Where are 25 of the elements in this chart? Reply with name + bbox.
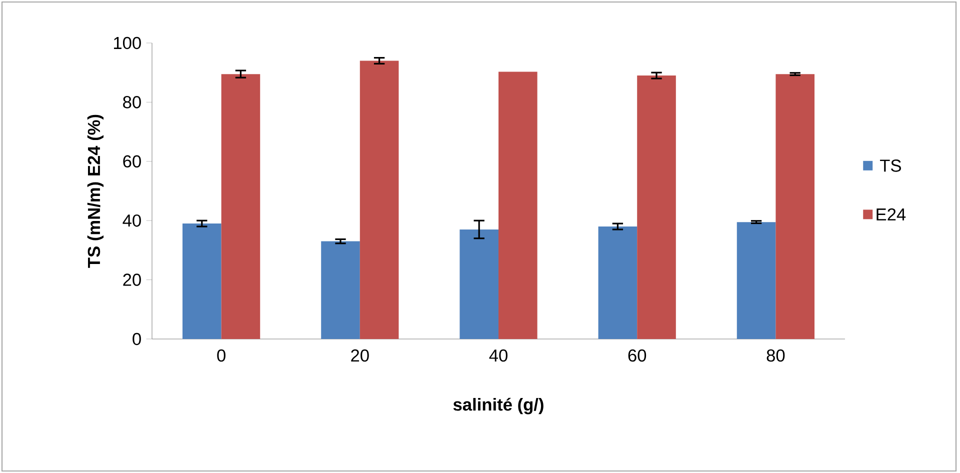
legend-label: TS: [880, 160, 901, 172]
bar: [182, 224, 222, 339]
x-tick-label: 0: [217, 349, 226, 362]
y-tick-label: 40: [122, 214, 141, 227]
bar: [321, 241, 360, 339]
bar: [498, 72, 538, 339]
y-tick-label: 100: [114, 36, 141, 50]
y-tick-label: 0: [132, 332, 141, 346]
x-tick-label: 40: [489, 349, 508, 362]
bar: [360, 60, 399, 339]
bar: [776, 74, 815, 339]
bar: [736, 222, 776, 339]
y-tick-label: 60: [123, 155, 141, 168]
bar: [637, 76, 676, 339]
x-tick-label: 60: [628, 349, 646, 362]
bar: [598, 226, 638, 339]
y-tick-label: 20: [123, 274, 141, 286]
legend-label: E24: [876, 208, 906, 220]
x-tick-label: 80: [766, 349, 785, 362]
y-tick-label: 80: [123, 96, 141, 108]
x-axis-title: salinité (g/): [453, 398, 544, 414]
x-tick-label: 20: [351, 349, 369, 362]
y-axis-title: TS (mN/m) E24 (%): [87, 114, 104, 268]
bar: [460, 229, 499, 339]
bar: [221, 74, 260, 339]
